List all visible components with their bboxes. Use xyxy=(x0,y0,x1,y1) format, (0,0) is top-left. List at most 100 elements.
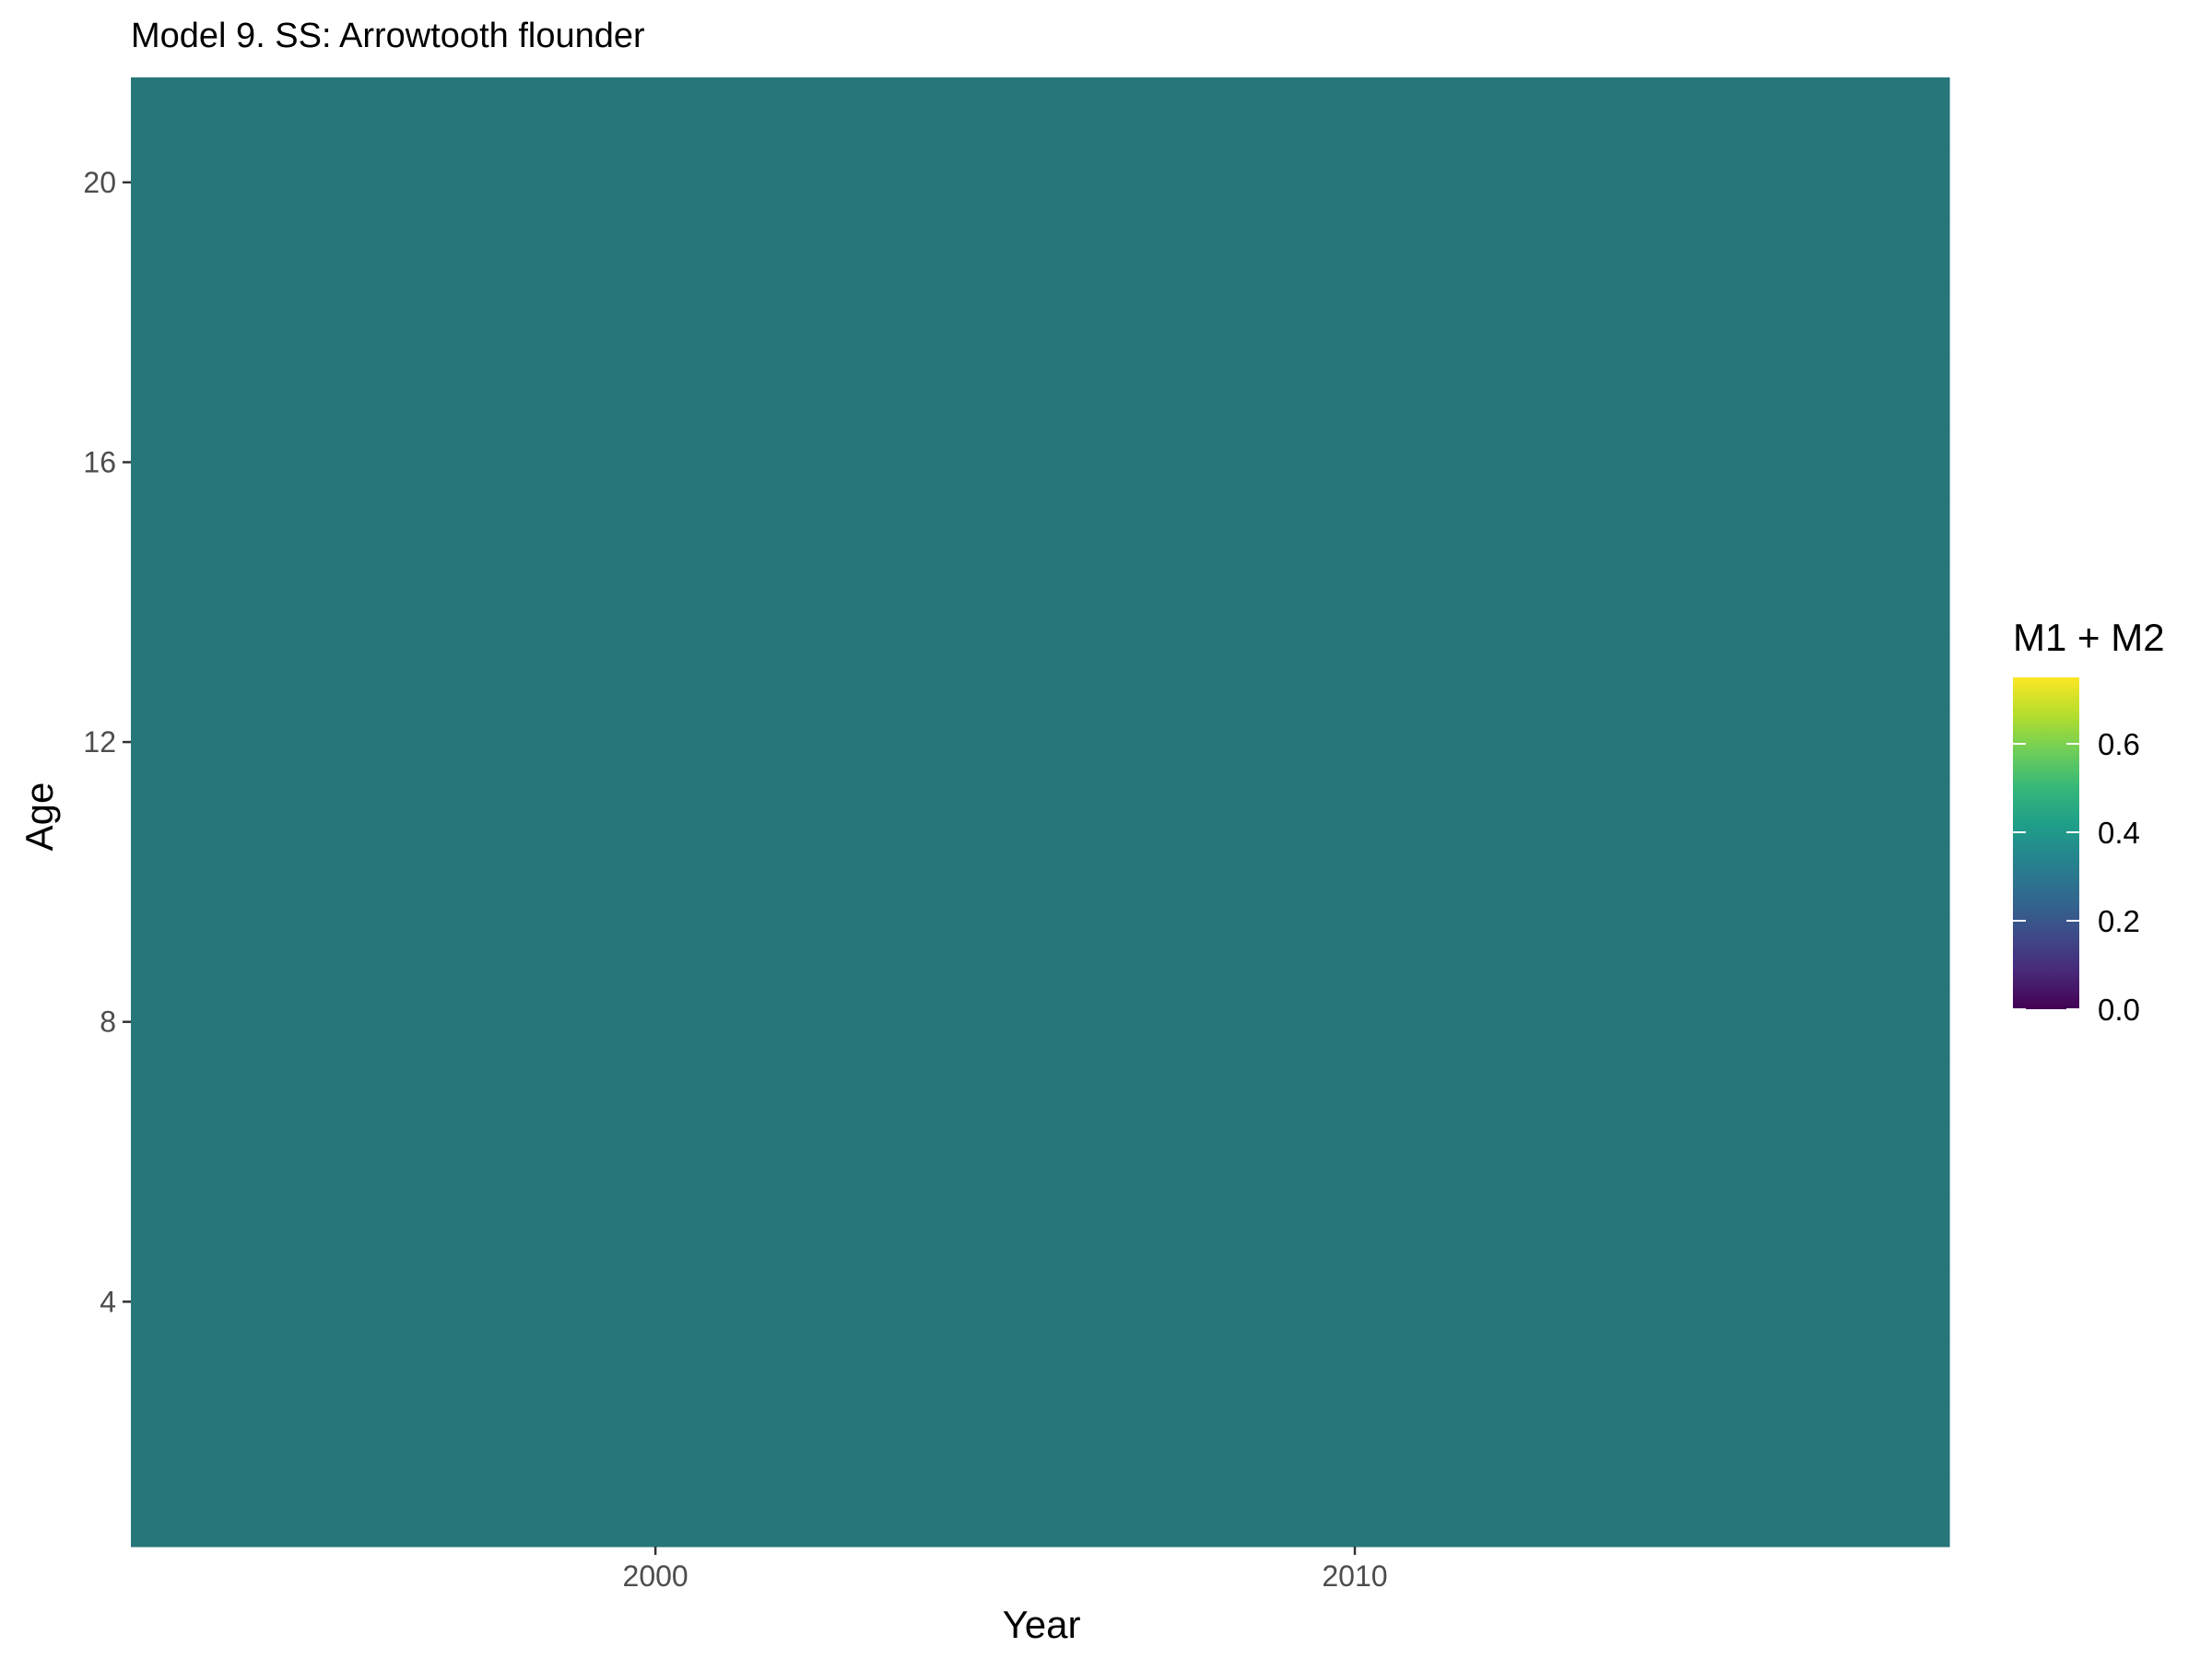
heatmap-cell xyxy=(340,1126,412,1198)
heatmap-cell xyxy=(1250,1266,1321,1337)
heatmap-cell xyxy=(340,1406,412,1477)
heatmap-cell xyxy=(131,357,202,429)
heatmap-cell xyxy=(1180,357,1251,429)
heatmap-cell xyxy=(550,357,621,429)
heatmap-cell xyxy=(410,287,482,359)
heatmap-cell xyxy=(1180,217,1251,288)
heatmap-cell xyxy=(200,147,272,218)
heatmap-cell xyxy=(970,217,1041,288)
heatmap-cell xyxy=(1459,777,1531,848)
heatmap-cell xyxy=(1040,1196,1111,1267)
heatmap-cell xyxy=(970,846,1041,918)
heatmap-cell xyxy=(900,846,971,918)
heatmap-cell xyxy=(900,1406,971,1477)
heatmap-cell xyxy=(200,1266,272,1337)
heatmap-cell xyxy=(620,916,691,988)
heatmap-cell xyxy=(1739,497,1810,568)
heatmap-cell xyxy=(1529,1196,1601,1267)
heatmap-cell xyxy=(200,916,272,988)
heatmap-cell xyxy=(900,497,971,568)
heatmap-cell xyxy=(1599,427,1671,499)
heatmap-cell xyxy=(1879,707,1950,778)
heatmap-cell xyxy=(690,217,761,288)
heatmap-cell xyxy=(1529,567,1601,638)
heatmap-cell xyxy=(340,1196,412,1267)
heatmap-cell xyxy=(690,777,761,848)
heatmap-cell xyxy=(1389,567,1461,638)
heatmap-cell xyxy=(1459,707,1531,778)
heatmap-cell xyxy=(1320,1126,1391,1198)
heatmap-cell xyxy=(1389,637,1461,708)
heatmap-cell xyxy=(1809,986,1880,1058)
heatmap-cell xyxy=(1739,1336,1810,1407)
heatmap-cell xyxy=(340,77,412,148)
heatmap-cell xyxy=(1320,357,1391,429)
heatmap-cell xyxy=(131,147,202,218)
heatmap-cell xyxy=(690,846,761,918)
heatmap-cell xyxy=(270,357,342,429)
heatmap-cell xyxy=(200,1336,272,1407)
heatmap-cell xyxy=(1250,707,1321,778)
heatmap-cell xyxy=(1879,846,1950,918)
heatmap-cell xyxy=(1669,567,1740,638)
heatmap-cell xyxy=(900,777,971,848)
heatmap-cell xyxy=(480,1336,551,1407)
heatmap-cell xyxy=(1809,1196,1880,1267)
heatmap-cell xyxy=(620,217,691,288)
heatmap-cell xyxy=(550,147,621,218)
heatmap-cell xyxy=(690,637,761,708)
heatmap-cell xyxy=(1739,1126,1810,1198)
heatmap-cell xyxy=(1180,777,1251,848)
heatmap-cell xyxy=(410,846,482,918)
heatmap-cell xyxy=(1040,1477,1111,1547)
heatmap-cell xyxy=(340,287,412,359)
heatmap-cell xyxy=(550,1477,621,1547)
heatmap-cell xyxy=(1110,1196,1181,1267)
heatmap-cell xyxy=(620,637,691,708)
heatmap-cell xyxy=(759,217,831,288)
heatmap-cell xyxy=(1529,217,1601,288)
heatmap-cell xyxy=(620,707,691,778)
heatmap-cell xyxy=(480,427,551,499)
heatmap-cell xyxy=(1040,567,1111,638)
heatmap-cell xyxy=(1879,986,1950,1058)
heatmap-cell xyxy=(1529,1336,1601,1407)
heatmap-cell xyxy=(1599,707,1671,778)
color-legend: M1 + M2 0.0 0.2 0.4 0.6 xyxy=(2013,616,2165,1027)
heatmap-cell xyxy=(550,217,621,288)
heatmap-cell xyxy=(1040,777,1111,848)
heatmap-cell xyxy=(1389,217,1461,288)
heatmap-cell xyxy=(270,147,342,218)
heatmap-cell xyxy=(1459,497,1531,568)
heatmap-cell xyxy=(480,1477,551,1547)
heatmap-cell xyxy=(1529,1126,1601,1198)
heatmap-cell xyxy=(620,427,691,499)
heatmap-cell xyxy=(200,1126,272,1198)
heatmap-cell xyxy=(900,567,971,638)
heatmap-cell xyxy=(1669,1266,1740,1337)
heatmap-cell xyxy=(1879,567,1950,638)
heatmap-cell xyxy=(340,1336,412,1407)
heatmap-cell xyxy=(620,567,691,638)
heatmap-cell xyxy=(480,707,551,778)
heatmap-cell xyxy=(620,1126,691,1198)
heatmap-cell xyxy=(131,1196,202,1267)
heatmap-cell xyxy=(759,777,831,848)
heatmap-cell xyxy=(270,637,342,708)
heatmap-cell xyxy=(1180,1336,1251,1407)
heatmap-cell xyxy=(410,1477,482,1547)
heatmap-cell xyxy=(1529,1406,1601,1477)
heatmap-cell xyxy=(1669,1477,1740,1547)
heatmap-cell xyxy=(1389,1126,1461,1198)
heatmap-cell xyxy=(1879,1477,1950,1547)
heatmap-cell xyxy=(270,427,342,499)
heatmap-cell xyxy=(200,427,272,499)
heatmap-cell xyxy=(900,217,971,288)
heatmap-cell xyxy=(1180,1196,1251,1267)
heatmap-cell xyxy=(1809,1126,1880,1198)
heatmap-cell xyxy=(1809,1266,1880,1337)
heatmap-cell xyxy=(410,147,482,218)
heatmap-cell xyxy=(1809,1056,1880,1128)
heatmap-cell xyxy=(340,427,412,499)
heatmap-cell xyxy=(410,1056,482,1128)
